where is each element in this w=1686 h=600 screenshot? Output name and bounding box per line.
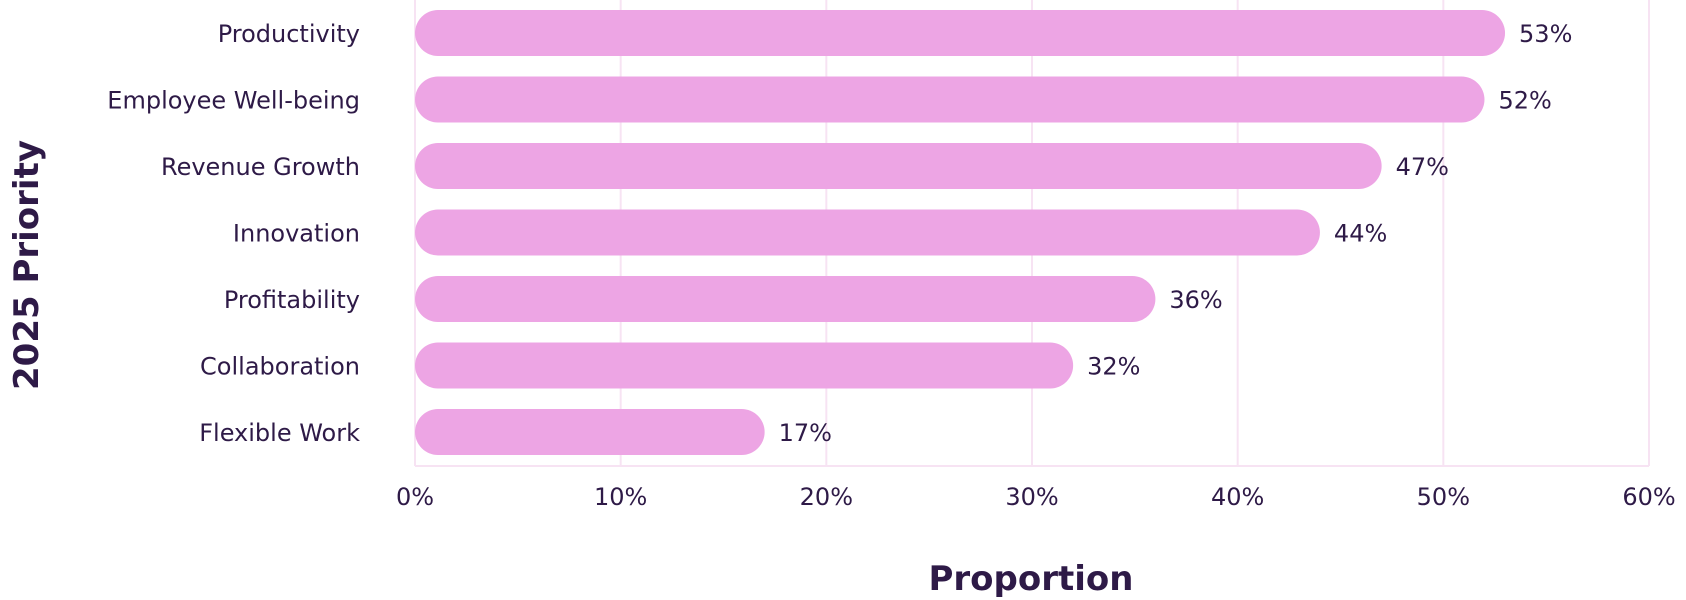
- bar-layer: [415, 10, 1506, 455]
- value-label: 32%: [1087, 353, 1140, 381]
- category-label: Productivity: [218, 20, 360, 48]
- x-tick-label: 10%: [594, 483, 647, 511]
- bar: [415, 143, 1382, 189]
- bar: [415, 209, 1320, 256]
- category-label: Employee Well-being: [107, 87, 360, 115]
- value-label: 53%: [1519, 20, 1572, 48]
- bar: [415, 342, 1074, 389]
- x-tick-label: 40%: [1211, 483, 1264, 511]
- value-label: 44%: [1334, 220, 1387, 248]
- value-label: 17%: [779, 419, 832, 447]
- x-tick-label: 30%: [1005, 483, 1058, 511]
- category-label: Innovation: [233, 220, 360, 248]
- value-label: 36%: [1169, 286, 1222, 314]
- bar: [415, 76, 1485, 123]
- x-tick-label: 60%: [1622, 483, 1675, 511]
- category-label: Flexible Work: [199, 419, 360, 447]
- x-axis-title: Proportion: [929, 559, 1134, 599]
- bar: [415, 10, 1506, 56]
- bar: [415, 276, 1156, 322]
- label-layer: Productivity 53% Employee Well-being 52% Rev…: [107, 20, 1572, 447]
- category-label: Revenue Growth: [161, 153, 360, 181]
- x-tick-label: 50%: [1417, 483, 1470, 511]
- category-label: Collaboration: [200, 353, 360, 381]
- x-tick-label: 0%: [396, 483, 434, 511]
- bar: [415, 409, 765, 455]
- x-tick-layer: 0% 10% 20% 30% 40% 50% 60%: [396, 483, 1676, 511]
- x-tick-label: 20%: [800, 483, 853, 511]
- value-label: 52%: [1498, 87, 1551, 115]
- y-axis-title: 2025 Priority: [7, 140, 47, 390]
- value-label: 47%: [1396, 153, 1449, 181]
- category-label: Profitability: [224, 286, 360, 314]
